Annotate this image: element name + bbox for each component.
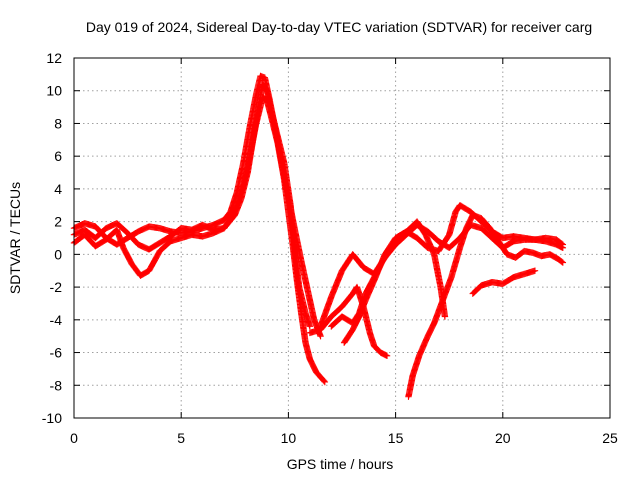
data-point-marker bbox=[306, 323, 314, 330]
x-tick-label: 5 bbox=[177, 430, 185, 446]
series-arc-b bbox=[70, 94, 329, 386]
x-tick-label: 0 bbox=[70, 430, 78, 446]
y-axis-label: SDTVAR / TECUs bbox=[7, 182, 23, 294]
data-point-marker bbox=[531, 267, 539, 274]
series-arc-c bbox=[70, 80, 314, 330]
y-tick-label: -4 bbox=[50, 312, 63, 328]
y-tick-label: 0 bbox=[54, 246, 62, 262]
y-tick-label: -8 bbox=[50, 377, 63, 393]
data-point-marker bbox=[317, 332, 324, 340]
data-point-marker bbox=[321, 378, 329, 386]
series-arc-i bbox=[469, 267, 539, 297]
axis-ticks: 0 5 10 15 20 25 -10 -8 -6 -4 -2 0 2 4 6 8 10 12 bbox=[42, 50, 618, 446]
x-tick-label: 20 bbox=[495, 430, 511, 446]
y-tick-label: 4 bbox=[54, 181, 62, 197]
series-arc-g bbox=[340, 202, 567, 346]
data-point-marker bbox=[383, 352, 391, 360]
x-tick-label: 15 bbox=[388, 430, 404, 446]
data-points bbox=[70, 72, 567, 400]
series-arc-h bbox=[405, 211, 567, 400]
y-tick-label: -10 bbox=[42, 410, 62, 426]
data-point-marker bbox=[559, 259, 567, 266]
y-tick-label: 8 bbox=[54, 115, 62, 131]
y-tick-label: 10 bbox=[46, 83, 62, 99]
data-point-marker bbox=[559, 241, 567, 248]
x-tick-label: 25 bbox=[602, 430, 618, 446]
data-point-marker bbox=[558, 240, 566, 248]
x-tick-label: 10 bbox=[281, 430, 297, 446]
y-tick-label: -2 bbox=[50, 279, 63, 295]
data-point-marker bbox=[441, 313, 449, 320]
data-point-marker bbox=[558, 258, 566, 266]
y-tick-label: 12 bbox=[46, 50, 62, 66]
y-tick-label: 6 bbox=[54, 148, 62, 164]
y-tick-label: -6 bbox=[50, 345, 63, 361]
plot-frame bbox=[73, 57, 611, 419]
chart-title: Day 019 of 2024, Sidereal Day-to-day VTE… bbox=[86, 19, 592, 35]
data-point-marker bbox=[320, 377, 328, 385]
y-tick-label: 2 bbox=[54, 214, 62, 230]
x-axis-label: GPS time / hours bbox=[287, 456, 394, 472]
